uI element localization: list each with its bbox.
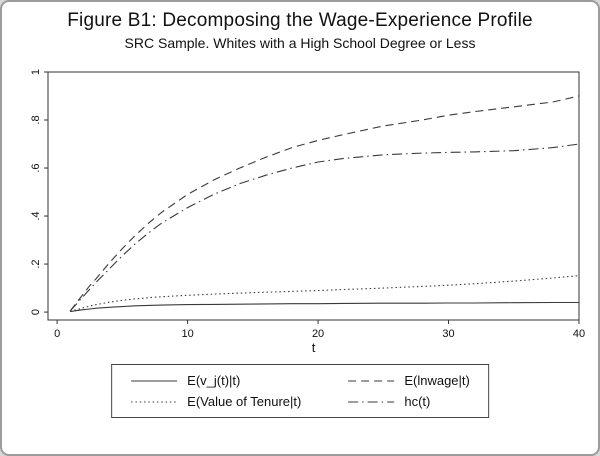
legend-item-tenure: E(Value of Tenure|t) <box>130 394 301 409</box>
legend-item-lnwage: E(lnwage|t) <box>347 373 470 388</box>
legend-label-lnwage: E(lnwage|t) <box>404 373 470 388</box>
x-tick-label: 40 <box>573 328 585 340</box>
series-line-tenure <box>70 275 580 312</box>
legend-dotted-line-icon <box>131 400 178 403</box>
legend-solid-line-icon <box>131 379 178 382</box>
y-tick-label: 1 <box>30 69 42 75</box>
chart-subtitle: SRC Sample. Whites with a High School De… <box>124 35 476 51</box>
series-line-hc <box>69 143 580 312</box>
legend-label-tenure: E(Value of Tenure|t) <box>187 394 302 409</box>
legend-label-evj: E(v_j(t)|t) <box>187 373 241 388</box>
y-tick-label: .6 <box>30 163 42 172</box>
y-tick-label: .4 <box>30 211 42 220</box>
chart-title: Figure B1: Decomposing the Wage-Experien… <box>67 10 533 31</box>
x-tick-label: 0 <box>54 328 60 340</box>
legend-dashed-line-icon <box>348 379 395 382</box>
legend-dashdot-line-icon <box>348 400 395 403</box>
x-tick-label: 30 <box>442 328 454 340</box>
legend-label-hc: hc(t) <box>404 394 431 409</box>
y-tick-label: 0 <box>30 309 42 315</box>
x-tick-label: 10 <box>181 328 193 340</box>
series-line-lnwage <box>69 95 580 312</box>
x-axis-label: t <box>312 340 316 355</box>
legend-item-evj: E(v_j(t)|t) <box>130 373 301 388</box>
plot-border <box>47 71 580 321</box>
y-tick-label: .8 <box>30 115 42 124</box>
chart-canvas: 0 10 20 30 40 0 .2 .4 .6 .8 1 t <box>30 69 585 355</box>
y-tick-label: .2 <box>30 259 42 268</box>
legend-item-hc: hc(t) <box>347 394 470 409</box>
series-line-evj <box>70 301 579 313</box>
x-tick-label: 20 <box>312 328 324 340</box>
legend-box: E(v_j(t)|t) E(lnwage|t) E(Value of Tenur… <box>111 364 489 418</box>
